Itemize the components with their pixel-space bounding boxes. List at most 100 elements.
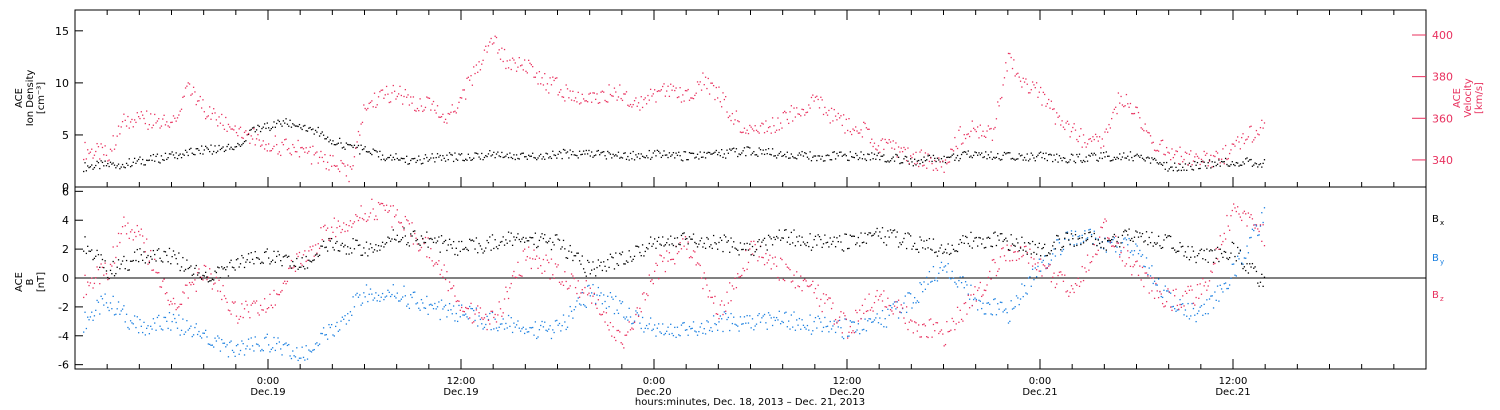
density-point bbox=[1007, 152, 1010, 154]
density-point bbox=[660, 156, 663, 159]
bx-point bbox=[569, 244, 571, 247]
bz-point bbox=[754, 243, 756, 246]
density-point bbox=[770, 154, 772, 156]
bx-point bbox=[465, 246, 467, 249]
bx-point bbox=[211, 278, 214, 281]
bz-point bbox=[985, 289, 987, 292]
velocity-point bbox=[746, 129, 748, 131]
by-point bbox=[666, 330, 668, 332]
bz-point bbox=[714, 295, 716, 298]
by-point bbox=[774, 319, 776, 322]
density-point bbox=[152, 153, 155, 156]
density-point bbox=[962, 151, 964, 154]
velocity-point bbox=[477, 71, 479, 73]
bz-point bbox=[438, 260, 440, 262]
density-point bbox=[1133, 155, 1136, 157]
velocity-point bbox=[774, 131, 776, 133]
velocity-point bbox=[506, 60, 508, 62]
bz-point bbox=[533, 249, 535, 251]
bx-point bbox=[526, 240, 528, 242]
bx-point bbox=[977, 245, 979, 247]
velocity-point bbox=[1139, 117, 1141, 119]
by-point bbox=[313, 348, 315, 351]
velocity-point bbox=[678, 96, 680, 98]
bx-point bbox=[737, 249, 739, 251]
bz-point bbox=[934, 330, 936, 332]
bx-point bbox=[742, 248, 744, 251]
by-point bbox=[691, 327, 693, 329]
by-point bbox=[398, 300, 400, 302]
velocity-point bbox=[621, 99, 624, 102]
by-point bbox=[95, 309, 97, 311]
velocity-point bbox=[545, 89, 547, 91]
density-point bbox=[859, 157, 861, 159]
bx-point bbox=[775, 235, 778, 238]
density-point bbox=[465, 158, 467, 160]
bz-point bbox=[120, 232, 122, 235]
bz-point bbox=[534, 258, 537, 260]
density-point bbox=[620, 156, 622, 158]
density-point bbox=[1178, 169, 1180, 171]
density-point bbox=[1212, 165, 1215, 168]
density-point bbox=[876, 154, 878, 157]
density-point bbox=[259, 130, 262, 133]
density-point bbox=[721, 149, 723, 151]
bx-point bbox=[369, 243, 372, 245]
bz-point bbox=[556, 266, 558, 268]
velocity-point bbox=[798, 113, 801, 115]
bx-point bbox=[250, 252, 252, 254]
bz-point bbox=[519, 274, 522, 277]
bx-point bbox=[258, 258, 260, 260]
by-point bbox=[162, 329, 164, 331]
bx-point bbox=[888, 236, 890, 238]
by-point bbox=[1186, 315, 1188, 317]
bx-point bbox=[109, 269, 112, 272]
velocity-point bbox=[128, 127, 130, 129]
velocity-point bbox=[324, 154, 326, 156]
density-point bbox=[483, 156, 486, 159]
density-point bbox=[198, 149, 200, 152]
velocity-point bbox=[278, 151, 281, 153]
velocity-point bbox=[596, 93, 598, 95]
bz-point bbox=[308, 250, 310, 252]
bx-point bbox=[227, 275, 230, 277]
bz-point bbox=[238, 318, 240, 320]
density-point bbox=[1228, 165, 1231, 167]
bx-point bbox=[263, 251, 266, 254]
by-point bbox=[729, 329, 731, 332]
density-point bbox=[690, 152, 692, 154]
bx-point bbox=[1245, 269, 1247, 272]
velocity-point bbox=[475, 64, 478, 66]
by-point bbox=[608, 305, 610, 308]
bz-point bbox=[170, 300, 172, 303]
by-point bbox=[380, 296, 382, 298]
bz-point bbox=[183, 292, 185, 294]
density-point bbox=[179, 153, 181, 155]
bx-point bbox=[404, 235, 407, 237]
bx-point bbox=[384, 243, 386, 245]
bx-point bbox=[612, 257, 614, 259]
velocity-point bbox=[649, 88, 652, 91]
bx-point bbox=[525, 237, 527, 239]
bz-point bbox=[655, 262, 657, 265]
bz-point bbox=[641, 293, 644, 295]
bx-point bbox=[1152, 245, 1154, 247]
density-point bbox=[1031, 154, 1034, 156]
density-point bbox=[313, 133, 315, 135]
velocity-point bbox=[1105, 128, 1107, 130]
velocity-point bbox=[761, 122, 763, 124]
bz-point bbox=[591, 302, 593, 304]
density-point bbox=[314, 129, 317, 132]
velocity-point bbox=[1188, 153, 1191, 155]
bx-point bbox=[1247, 272, 1250, 274]
velocity-point bbox=[314, 152, 317, 154]
velocity-point bbox=[414, 109, 416, 112]
velocity-point bbox=[1068, 123, 1070, 125]
density-point bbox=[470, 159, 472, 162]
velocity-point bbox=[340, 159, 342, 162]
bx-point bbox=[230, 259, 232, 261]
bz-point bbox=[1097, 249, 1099, 251]
velocity-point bbox=[309, 146, 311, 148]
density-point bbox=[1038, 152, 1040, 154]
density-point bbox=[365, 150, 368, 153]
